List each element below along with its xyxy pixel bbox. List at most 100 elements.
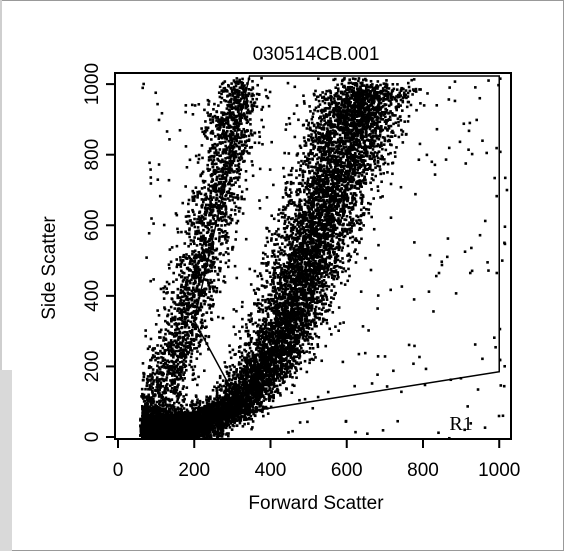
- data-point: [382, 93, 385, 96]
- data-point: [345, 230, 349, 233]
- data-point: [361, 179, 365, 182]
- data-point: [324, 260, 328, 264]
- data-point: [333, 119, 337, 122]
- data-point: [285, 226, 289, 230]
- data-point: [338, 95, 342, 99]
- data-point: [320, 322, 323, 326]
- data-point: [300, 208, 303, 211]
- data-point: [286, 224, 289, 228]
- data-point: [234, 333, 237, 336]
- data-point: [356, 159, 360, 162]
- data-point: [360, 81, 363, 85]
- data-point: [287, 238, 291, 241]
- data-point: [280, 372, 284, 375]
- data-point: [309, 149, 313, 152]
- data-point: [363, 175, 367, 179]
- data-point: [267, 370, 271, 373]
- data-point: [362, 84, 366, 87]
- data-point: [307, 298, 311, 302]
- data-point: [307, 342, 310, 346]
- data-point: [284, 288, 287, 292]
- data-point: [345, 120, 348, 123]
- data-point: [286, 279, 289, 283]
- data-point: [323, 101, 327, 105]
- data-point: [291, 257, 294, 260]
- data-point: [382, 82, 386, 85]
- data-point: [267, 376, 271, 380]
- data-point: [306, 305, 309, 308]
- data-point: [275, 360, 279, 363]
- data-point: [330, 178, 334, 181]
- data-point: [349, 96, 352, 100]
- data-point: [218, 388, 221, 391]
- data-point: [308, 226, 312, 229]
- data-point: [362, 213, 366, 217]
- data-point: [271, 286, 275, 289]
- data-point: [340, 183, 344, 187]
- data-point: [355, 92, 359, 95]
- data-point: [300, 224, 304, 227]
- data-point: [273, 261, 276, 265]
- data-point: [336, 97, 340, 101]
- data-point: [247, 390, 251, 394]
- data-point: [320, 127, 324, 131]
- data-point: [313, 131, 317, 134]
- data-point: [344, 179, 348, 182]
- data-point: [314, 129, 317, 133]
- data-point: [360, 193, 363, 196]
- data-point: [295, 229, 299, 233]
- data-point: [290, 265, 294, 269]
- data-point: [324, 284, 327, 288]
- data-point: [301, 178, 305, 182]
- data-point: [280, 337, 283, 340]
- data-point: [324, 152, 328, 155]
- data-point: [252, 288, 256, 292]
- data-point: [265, 330, 268, 334]
- data-point: [278, 292, 281, 296]
- data-point: [276, 391, 280, 394]
- data-point: [349, 206, 353, 209]
- data-point: [238, 412, 242, 416]
- data-point: [330, 205, 333, 209]
- data-point: [353, 151, 357, 155]
- data-point: [307, 322, 311, 326]
- data-point: [397, 102, 400, 106]
- data-point: [387, 124, 390, 128]
- data-point: [379, 172, 383, 176]
- data-point: [378, 145, 382, 149]
- data-point: [251, 386, 254, 389]
- data-point: [373, 123, 376, 127]
- data-point: [277, 318, 280, 322]
- data-point: [314, 89, 317, 93]
- data-point: [341, 161, 344, 164]
- data-point: [266, 240, 270, 244]
- data-point: [411, 88, 415, 91]
- data-point: [349, 212, 352, 215]
- data-point: [333, 165, 337, 169]
- data-point: [225, 370, 229, 374]
- data-point: [335, 236, 338, 239]
- data-point: [284, 128, 288, 131]
- data-point: [360, 115, 364, 119]
- data-point: [289, 191, 293, 194]
- data-point: [329, 204, 332, 207]
- data-point: [354, 237, 358, 240]
- data-point: [279, 276, 283, 279]
- data-point: [316, 125, 320, 128]
- data-point: [286, 329, 289, 333]
- data-point: [344, 93, 348, 96]
- data-point: [275, 367, 278, 371]
- data-point: [347, 267, 350, 271]
- data-point: [260, 261, 264, 265]
- data-point: [340, 266, 343, 269]
- data-point: [270, 327, 273, 331]
- data-point: [353, 224, 356, 227]
- data-point: [342, 167, 346, 170]
- data-point: [403, 95, 407, 99]
- data-point: [251, 369, 254, 372]
- data-point: [334, 260, 338, 263]
- data-point: [255, 369, 259, 372]
- data-point: [338, 133, 342, 137]
- data-point: [246, 329, 250, 333]
- data-point: [277, 227, 280, 231]
